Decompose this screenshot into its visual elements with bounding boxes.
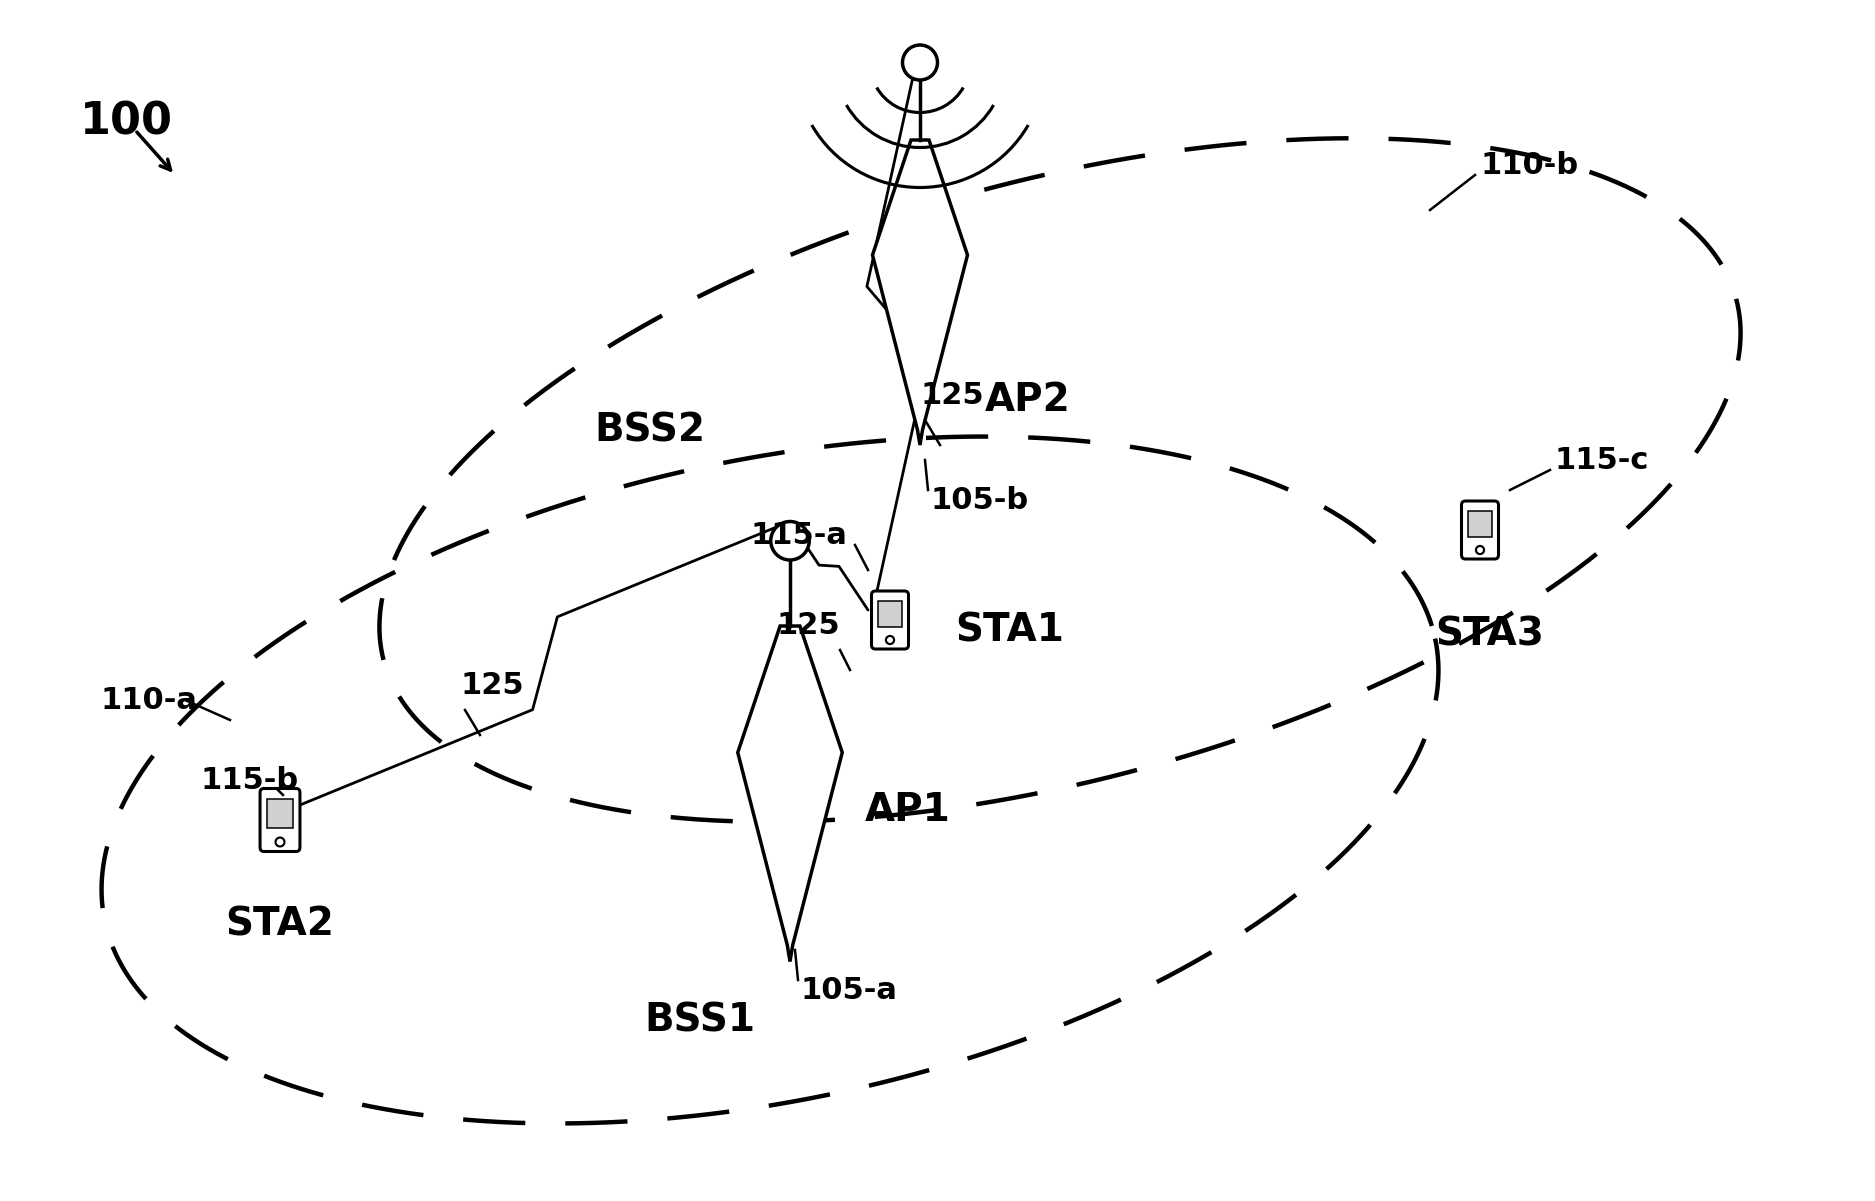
Circle shape — [902, 44, 938, 80]
Text: 100: 100 — [81, 100, 172, 143]
Circle shape — [276, 837, 285, 847]
Polygon shape — [872, 141, 968, 446]
FancyBboxPatch shape — [872, 591, 909, 649]
Text: 115-b: 115-b — [201, 765, 298, 795]
FancyBboxPatch shape — [1461, 501, 1498, 558]
Polygon shape — [737, 626, 842, 962]
Text: BSS1: BSS1 — [645, 1000, 756, 1039]
Circle shape — [887, 637, 894, 644]
Text: 105-b: 105-b — [930, 485, 1028, 514]
Text: 110-a: 110-a — [99, 686, 197, 715]
Circle shape — [771, 521, 810, 560]
Bar — [268, 799, 292, 827]
Bar — [1468, 510, 1492, 537]
Text: STA1: STA1 — [954, 611, 1063, 649]
FancyBboxPatch shape — [261, 789, 300, 852]
Text: STA2: STA2 — [225, 906, 334, 943]
Text: 110-b: 110-b — [1479, 150, 1579, 179]
Bar — [878, 600, 902, 627]
Text: BSS2: BSS2 — [594, 411, 705, 449]
Text: 105-a: 105-a — [801, 975, 896, 1004]
Text: AP2: AP2 — [984, 381, 1071, 419]
Circle shape — [1476, 546, 1483, 554]
Text: 125: 125 — [459, 670, 523, 699]
Text: 115-a: 115-a — [750, 520, 848, 550]
Text: 125: 125 — [776, 610, 840, 639]
Text: 125: 125 — [921, 381, 984, 410]
Text: 115-c: 115-c — [1554, 446, 1650, 474]
Text: AP1: AP1 — [864, 791, 951, 829]
Text: STA3: STA3 — [1436, 615, 1545, 653]
